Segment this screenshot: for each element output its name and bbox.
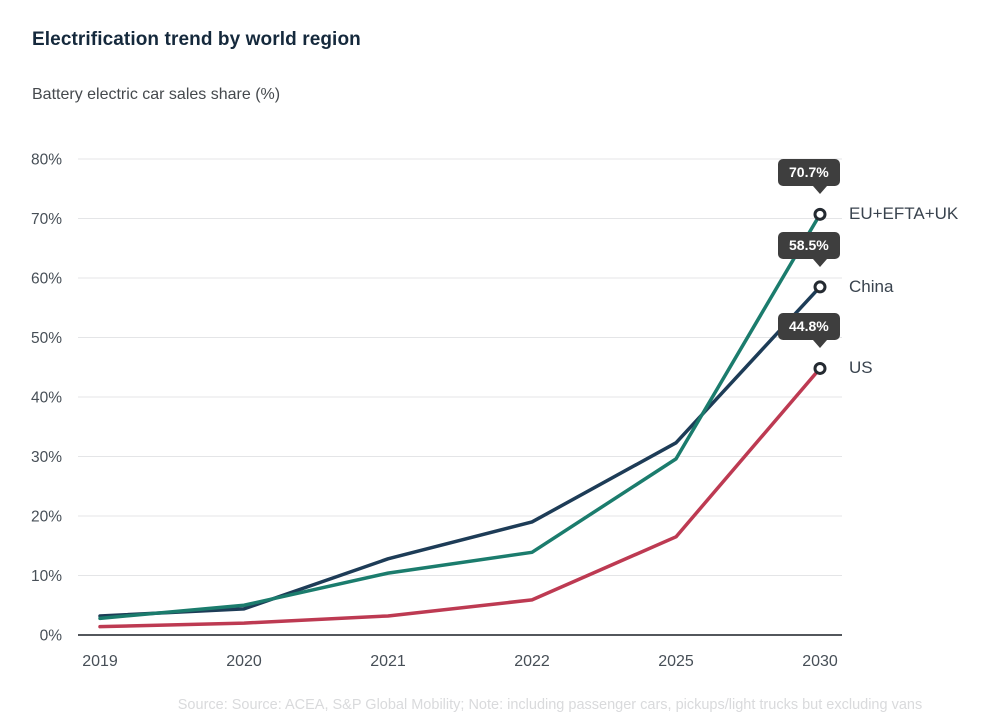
end-point-us <box>813 361 827 375</box>
source-note: Source: Source: ACEA, S&P Global Mobilit… <box>177 697 923 713</box>
series-label-china: China <box>849 276 894 296</box>
series-line-china <box>98 285 822 618</box>
x-tick-label: 2022 <box>514 653 550 670</box>
y-tick-label: 40% <box>31 390 62 407</box>
page-title: Electrification trend by world region <box>32 29 361 50</box>
value-badge-china: 58.5% <box>778 231 840 267</box>
y-tick-label: 70% <box>31 211 62 228</box>
y-tick-label: 0% <box>40 628 63 645</box>
series-label-eu: EU+EFTA+UK <box>849 204 959 224</box>
x-tick-label: 2019 <box>82 653 118 670</box>
value-badge-eu: 70.7% <box>778 159 840 195</box>
y-tick-label: 20% <box>31 509 62 526</box>
y-tick-label: 30% <box>31 449 62 466</box>
x-tick-label: 2030 <box>802 653 838 670</box>
end-point-china <box>813 280 827 294</box>
end-point-eu <box>813 207 827 221</box>
y-tick-label: 80% <box>31 152 62 169</box>
x-tick-label: 2025 <box>658 653 694 670</box>
x-tick-label: 2021 <box>370 653 406 670</box>
series-line-eu <box>98 212 822 621</box>
series-line-us <box>98 366 822 629</box>
y-tick-label: 50% <box>31 330 62 347</box>
y-tick-label: 60% <box>31 271 62 288</box>
series-label-us: US <box>849 358 873 378</box>
chart-subtitle: Battery electric car sales share (%) <box>32 86 281 103</box>
y-tick-label: 10% <box>31 568 62 585</box>
value-badge-us: 44.8% <box>778 313 840 349</box>
x-tick-label: 2020 <box>226 653 262 670</box>
